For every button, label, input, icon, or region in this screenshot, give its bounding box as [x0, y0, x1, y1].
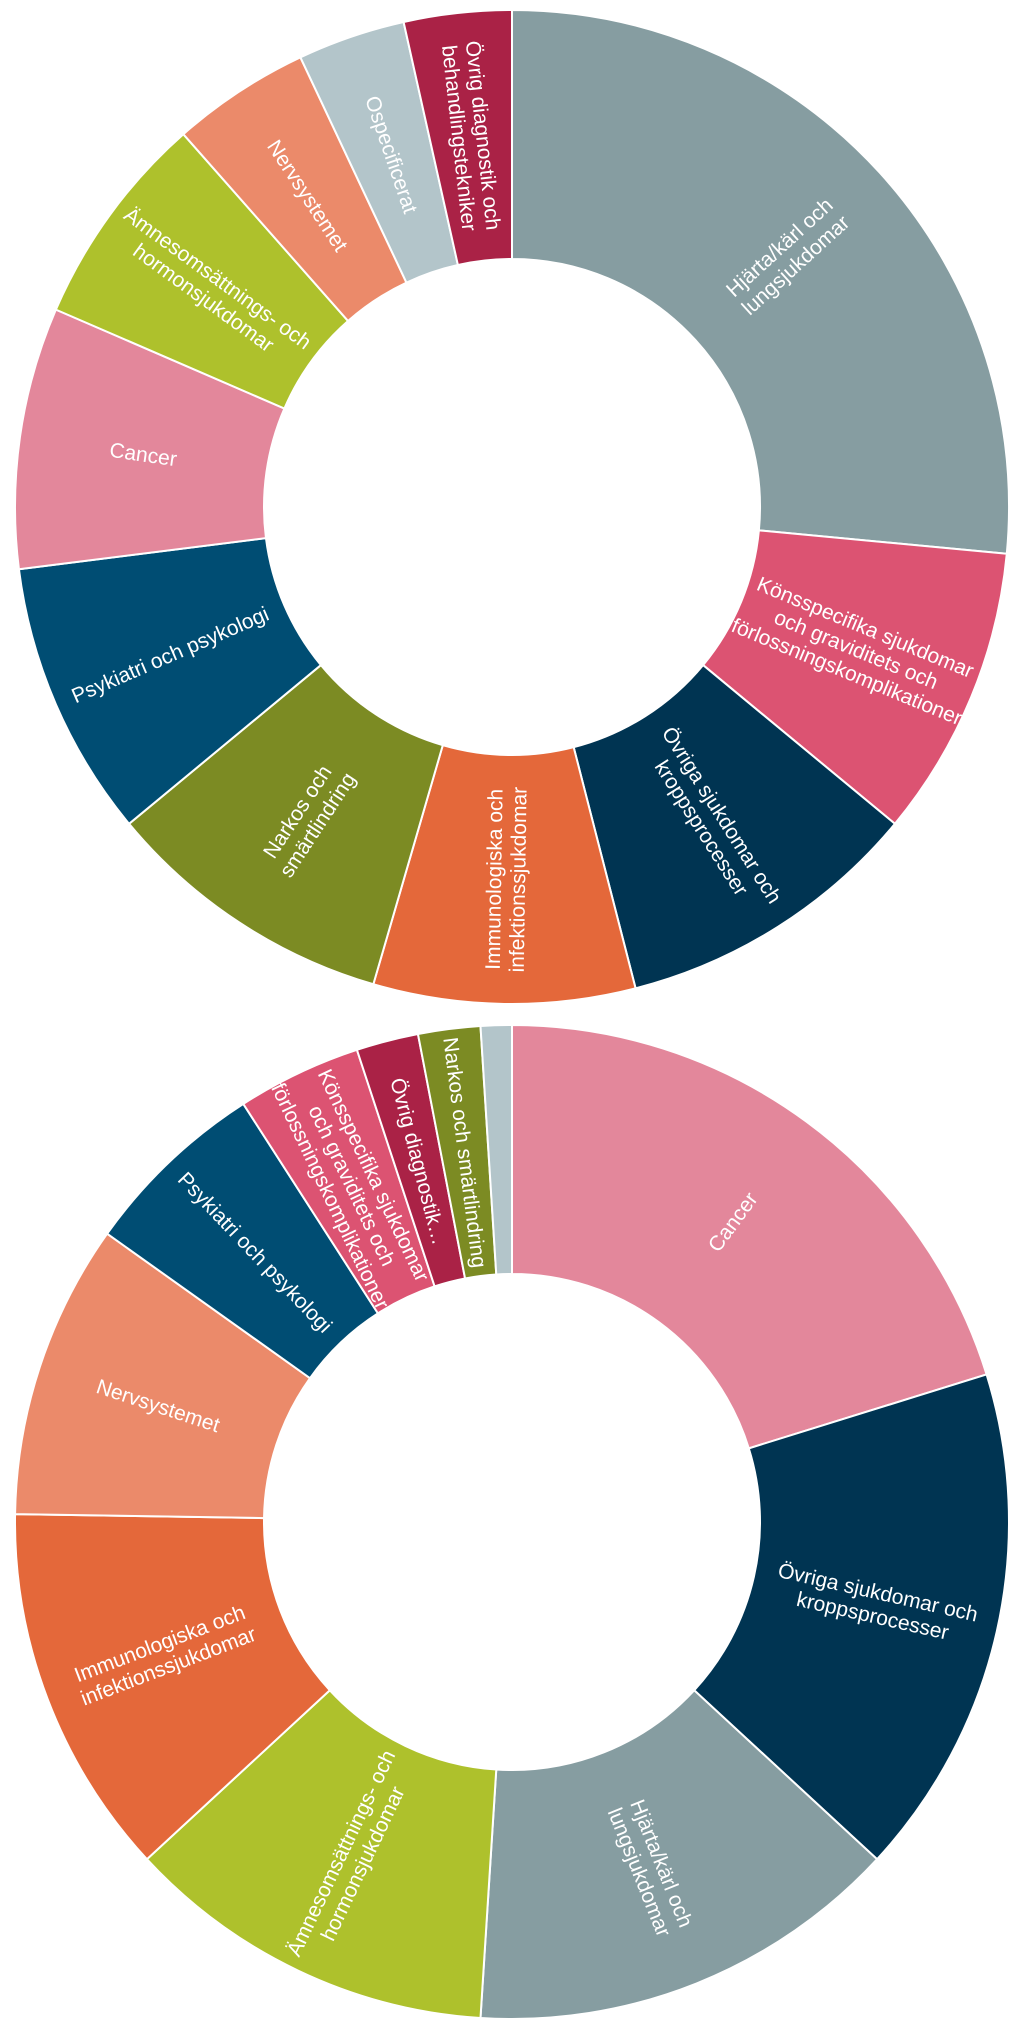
- slice-bottom-10: [479, 1023, 513, 1276]
- donut-chart-top-svg: Hjärta/kärl ochlungsjukdomarKönsspecifik…: [14, 8, 1010, 1005]
- slice-top-2: [572, 663, 897, 990]
- donut-chart-bottom: Cancer Övriga sjukdomar ochkroppsprocesse…: [0, 1015, 1024, 2030]
- slice-bottom-2: [479, 1688, 879, 2020]
- slice-top-10: [402, 8, 513, 267]
- slice-label-top-3: Immunologiska ochinfektionssjukdomar: [482, 786, 532, 973]
- slice-bottom-0: [511, 1023, 988, 1450]
- slice-bottom-5: [14, 1232, 312, 1520]
- slice-top-0: [511, 8, 1010, 555]
- donut-chart-top: Hjärta/kärl ochlungsjukdomar Könsspecifik…: [14, 8, 1010, 1005]
- slice-bottom-4: [14, 1513, 332, 1861]
- slice-bottom-3: [145, 1688, 498, 2020]
- slice-label-text-top-3: Immunologiska ochinfektionssjukdomar: [482, 786, 532, 972]
- slice-bottom-1: [692, 1373, 1010, 1861]
- slice-top-5: [17, 536, 323, 826]
